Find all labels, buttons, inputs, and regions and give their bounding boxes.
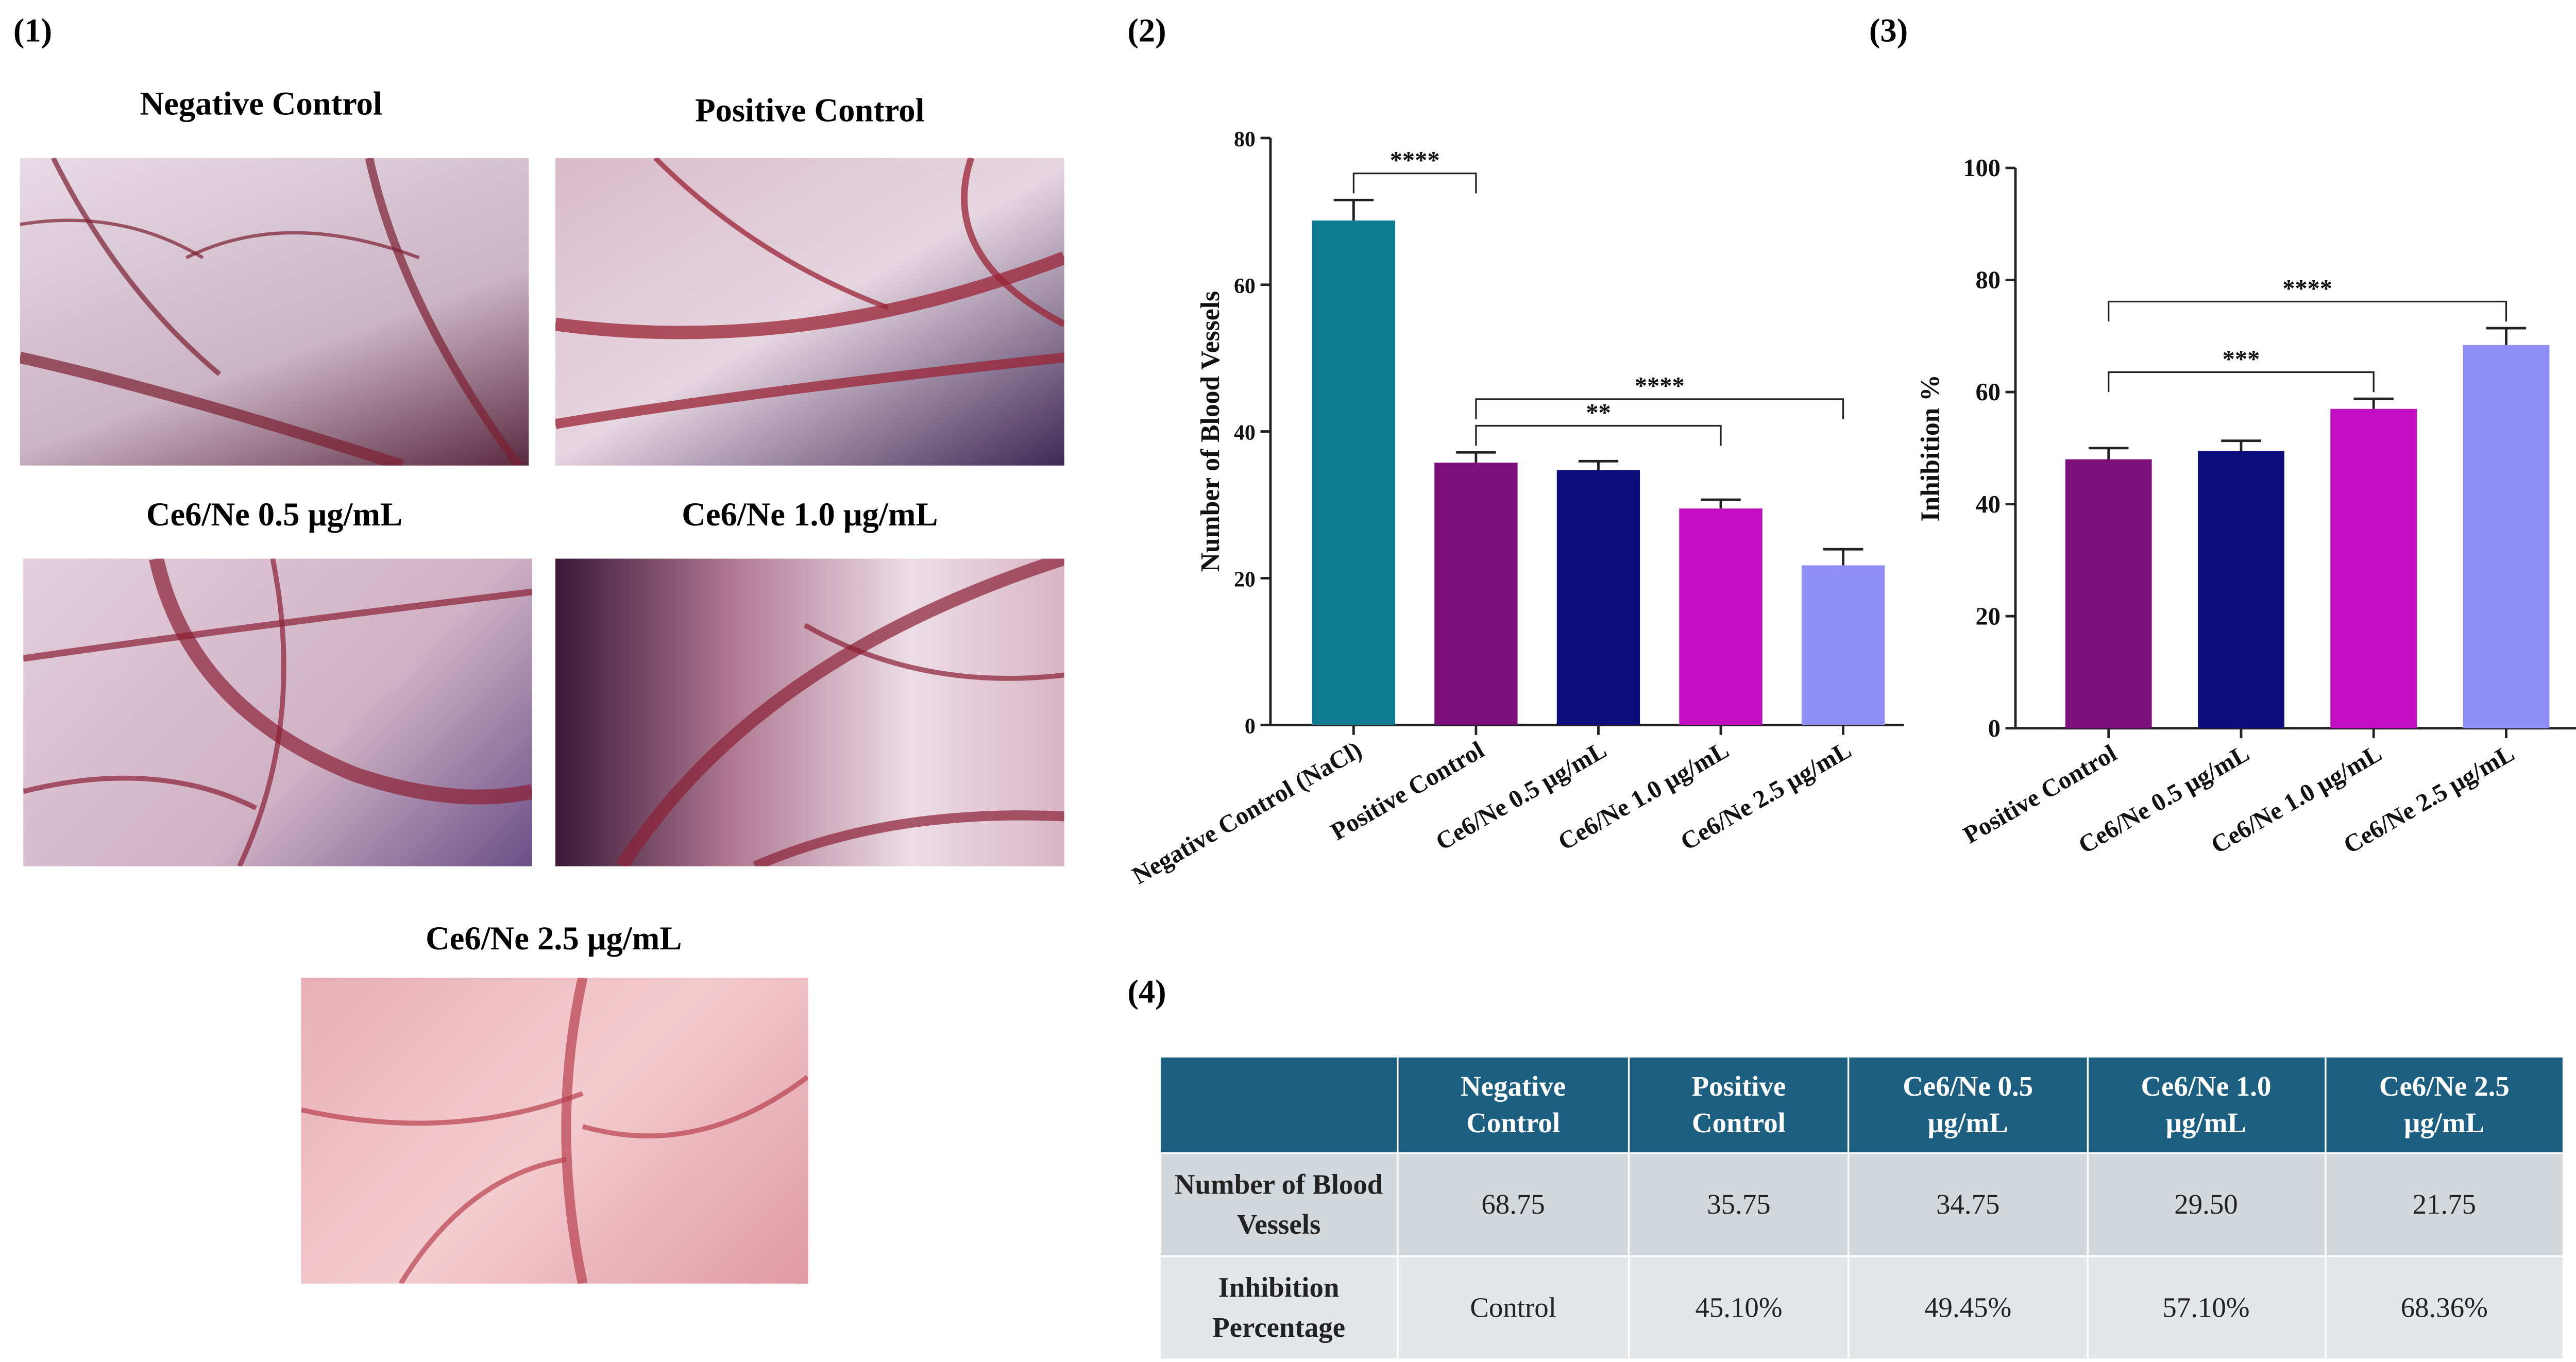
y-tick-label: 40 [1976,491,2001,518]
photo [555,558,1064,866]
significance-label: **** [1390,147,1440,174]
y-tick-label: 60 [1234,275,1256,298]
significance-bracket [1475,398,1844,419]
error-bar [1578,459,1619,470]
table-cell: 35.75 [1628,1152,1849,1256]
significance-label: **** [1635,372,1685,400]
error-bar [1701,498,1741,509]
table-header-cell: Ce6/Ne 0.5 μg/mL [1848,1057,2087,1153]
table-cell: 45.10% [1628,1255,1849,1359]
table-header-cell: Ce6/Ne 2.5 μg/mL [2324,1057,2563,1153]
error-bar [2088,447,2129,459]
photo-title: Positive Control [695,93,925,130]
significance-bracket [2108,371,2375,393]
error-bar [1456,451,1496,463]
table-cell: 68.36% [2324,1255,2563,1359]
row-label: Inhibition Percentage [1159,1255,1398,1359]
table-cell: 68.75 [1397,1152,1629,1256]
photo-title: Negative Control [140,86,382,123]
significance-bracket [1352,172,1477,194]
bar [1679,508,1762,725]
photo [20,158,529,466]
bar [1801,565,1885,725]
summary-table: Negative Control Positive Control Ce6/Ne… [1159,1057,2563,1359]
bar [1556,470,1640,725]
panel-label: (3) [1869,13,1908,50]
error-bar [1333,198,1374,221]
y-tick-label: 20 [1976,603,2001,630]
y-tick-label: 40 [1234,421,1256,445]
bar [2198,451,2284,728]
photo-veins [616,558,1064,866]
error-bar [1823,548,1863,566]
photo [23,558,532,866]
photo [301,977,808,1284]
significance-bracket [2108,300,2507,322]
photo-veins [555,158,1064,429]
table-header-cell: Positive Control [1628,1057,1849,1153]
panel-label: (4) [1127,974,1166,1011]
table-cell: 57.10% [2086,1255,2326,1359]
photo-title: Ce6/Ne 1.0 μg/mL [682,497,938,534]
table-corner [1159,1057,1398,1153]
y-tick-label: 0 [1245,714,1256,738]
photo [555,158,1064,466]
y-tick-label: 0 [1988,715,2001,742]
y-tick-label: 80 [1234,128,1256,151]
table-cell: Control [1397,1255,1629,1359]
bar [2065,459,2152,728]
table-header: Negative Control Positive Control Ce6/Ne… [1159,1057,2563,1153]
table-cell: 34.75 [1848,1152,2087,1256]
photo-title: Ce6/Ne 0.5 μg/mL [146,497,403,534]
table-cell: 21.75 [2324,1152,2563,1256]
x-tick-label: Negative Control (NaCl) [1128,736,1366,890]
significance-label: *** [2223,346,2260,373]
significance-label: ** [1586,399,1611,427]
y-tick-label: 100 [1963,155,2001,182]
photo-title: Ce6/Ne 2.5 μg/mL [426,921,682,958]
table-header-cell: Negative Control [1397,1057,1629,1153]
y-tick-label: 60 [1976,379,2001,406]
table-header-cell: Ce6/Ne 1.0 μg/mL [2086,1057,2326,1153]
error-bar [2221,439,2261,451]
bar [1312,220,1396,725]
y-axis-label: Number of Blood Vessels [1196,291,1225,572]
table-cell: 49.45% [1848,1255,2087,1359]
y-axis-label: Inhibition % [1916,374,1945,522]
significance-bracket [1475,424,1722,446]
bar [2463,345,2550,728]
bar [1434,463,1518,725]
table-cell: 29.50 [2086,1152,2326,1256]
photo-veins [301,977,808,1284]
panel-label: (1) [13,13,53,50]
panel-label: (2) [1127,13,1166,50]
y-tick-label: 80 [1976,267,2001,294]
table-row: Number of Blood Vessels 68.75 35.75 34.75 29… [1159,1152,2563,1256]
row-label: Number of Blood Vessels [1159,1152,1398,1256]
significance-label: **** [2282,275,2332,302]
photo-veins [23,558,532,866]
error-bar [2353,397,2394,409]
error-bar [2486,327,2527,345]
bar [2330,408,2417,728]
y-tick-label: 20 [1234,568,1256,592]
photo-veins [20,158,522,466]
table-row: Inhibition Percentage Control 45.10% 49.45%… [1159,1255,2563,1359]
